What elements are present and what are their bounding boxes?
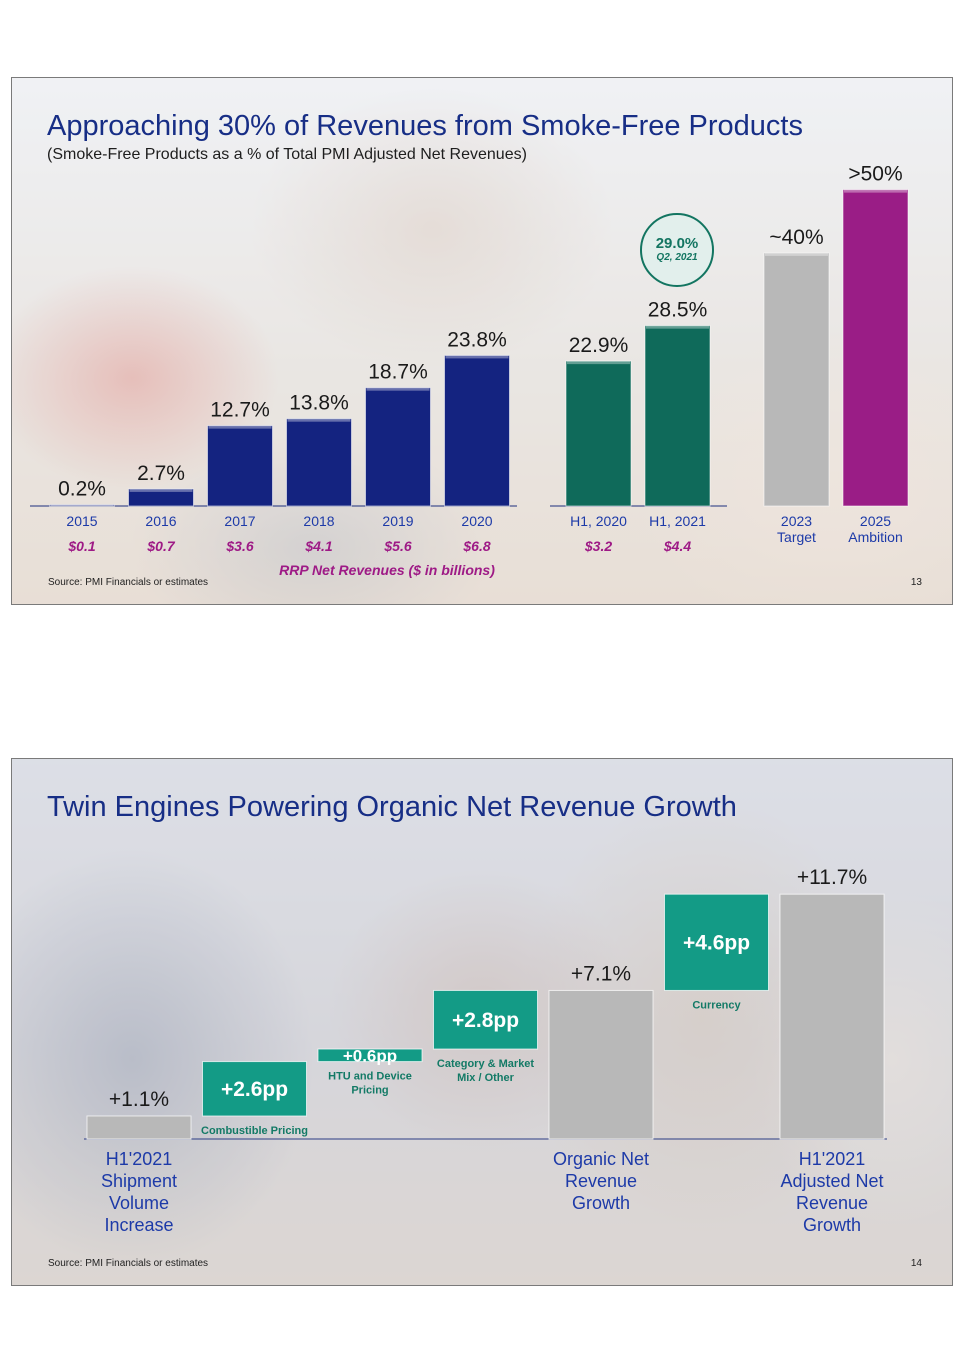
increment-caption: Category & Market [437,1058,535,1070]
x-tick-label: 2025 [860,513,891,529]
bar-highlight [844,189,907,193]
bar-value-label: ~40% [769,226,823,249]
bar-value-label: +7.1% [571,962,631,985]
x-tick-label: H1, 2021 [649,513,706,529]
slide-title: Twin Engines Powering Organic Net Revenu… [47,791,737,823]
bar-value-label: +11.7% [797,866,867,889]
bar [49,504,115,507]
increment-bar [664,893,769,991]
smoke-free-share-bar-chart: 0.2% 2015 $0.1 2.7% 2016 $0.7 12.7% 2017 $3.6 13.… [30,163,909,554]
x-category-label: Revenue [565,1171,637,1191]
x-tick-label: 2023 [781,513,812,529]
x-category-label: Shipment [101,1171,177,1191]
bar-value-label: >50% [848,163,902,186]
rrp-revenue-label: $4.4 [663,538,691,554]
q2-2021-callout-bubble: 29.0% Q2, 2021 [640,213,714,287]
rrp-revenue-label: $4.1 [304,538,332,554]
rrp-caption-wrap: RRP Net Revenues ($ in billions) [267,562,507,578]
bar-value-label: 23.8% [447,328,507,351]
total-bar [86,1115,192,1140]
bar-highlight [567,361,630,365]
increment-value-label: +2.8pp [452,1009,519,1032]
bar-value-label: 28.5% [648,299,708,322]
x-category-label: H1'2021 [106,1149,173,1169]
bar [565,360,632,507]
bar-value-label: 2.7% [137,462,185,485]
increment-caption: HTU and Device [328,1071,412,1083]
bar-highlight [366,387,430,391]
increment-caption: Combustible Pricing [201,1125,308,1137]
slide-twin-engines: Twin Engines Powering Organic Net Revenu… [11,758,953,1286]
bar-value-label: 18.7% [368,361,428,384]
x-tick-label: 2015 [66,513,97,529]
increment-value-label: +0.6pp [343,1046,397,1065]
x-category-label: Increase [104,1215,173,1235]
rrp-net-revenues-caption: RRP Net Revenues ($ in billions) [279,562,495,578]
rrp-revenue-label: $3.2 [584,538,612,554]
increment-caption: Currency [692,999,741,1011]
bar-highlight [208,425,272,429]
increment-bar [433,989,538,1050]
page-number: 14 [910,1258,922,1269]
x-category-label: Revenue [796,1193,868,1213]
bar-highlight [129,488,193,492]
bar-value-label: 13.8% [289,392,349,415]
rrp-revenue-label: $6.8 [462,538,490,554]
source-note: Source: PMI Financials or estimates [48,577,209,588]
bar [286,418,352,507]
rrp-revenue-label: $0.1 [67,538,95,554]
increment-caption: Pricing [351,1085,388,1097]
bar [842,189,909,507]
x-category-label: H1'2021 [799,1149,866,1169]
organic-growth-waterfall-chart: +1.1%H1'2021ShipmentVolumeIncrease+2.6pp… [84,866,887,1235]
x-tick-label: Target [777,529,816,545]
page-number: 13 [910,577,922,588]
bar-value-label: 12.7% [210,399,270,422]
increment-value-label: +2.6pp [221,1078,288,1101]
slide-subtitle: (Smoke-Free Products as a % of Total PMI… [47,146,527,163]
x-category-label: Adjusted Net [780,1171,883,1191]
x-tick-label: 2016 [145,513,176,529]
bar [128,488,194,507]
bar [763,252,830,507]
slide-title: Approaching 30% of Revenues from Smoke-F… [47,110,803,142]
source-note: Source: PMI Financials or estimates [48,1258,209,1269]
bar-highlight [50,504,114,506]
rrp-revenue-label: $5.6 [383,538,411,554]
total-bar [548,989,654,1140]
bar-highlight [646,325,709,329]
x-category-label: Volume [109,1193,169,1213]
bar-value-label: 0.2% [58,478,106,501]
x-category-label: Growth [572,1193,630,1213]
bar-value-label: +1.1% [109,1088,169,1111]
bar [207,425,273,507]
bar-highlight [445,355,509,359]
bar [444,354,510,507]
callout-label: Q2, 2021 [656,252,698,263]
x-tick-label: 2020 [461,513,492,529]
bar [644,325,711,507]
rrp-revenue-label: $3.6 [225,538,253,554]
increment-bar [317,1048,423,1063]
bar-highlight [287,418,351,422]
increment-bar [202,1061,307,1117]
x-tick-label: 2017 [224,513,255,529]
x-tick-label: Ambition [848,529,902,545]
x-tick-label: 2019 [382,513,413,529]
callout-value: 29.0% [655,235,699,252]
x-tick-label: H1, 2020 [570,513,627,529]
rrp-revenue-label: $0.7 [146,538,175,554]
total-bar [779,893,885,1140]
increment-value-label: +4.6pp [683,932,750,955]
slide-smoke-free-revenues: Approaching 30% of Revenues from Smoke-F… [11,77,953,605]
bar-highlight [765,252,828,256]
x-tick-label: 2018 [303,513,334,529]
increment-caption: Mix / Other [457,1072,515,1084]
x-category-label: Organic Net [553,1149,649,1169]
bar-value-label: 22.9% [569,334,629,357]
x-category-label: Growth [803,1215,861,1235]
bar [365,387,431,507]
